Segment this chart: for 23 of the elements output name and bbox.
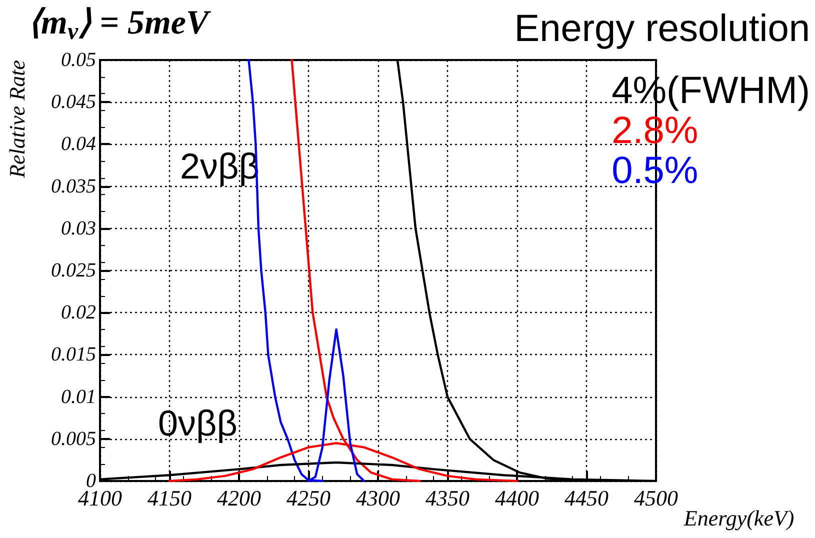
y-tick-label: 0.045 [51, 91, 96, 114]
y-tick-label: 0.005 [51, 428, 96, 450]
y-tick-label: 0.03 [61, 217, 96, 240]
annotation: 0νββ [158, 402, 238, 444]
x-tick-label: 4400 [495, 486, 539, 510]
y-tick-label: 0.035 [51, 175, 96, 198]
y-axis-title: Relative Rate [4, 60, 30, 179]
y-tick-label: 0.05 [61, 49, 96, 71]
x-tick-label: 4200 [217, 486, 261, 510]
x-tick-label: 4500 [634, 486, 678, 510]
y-tick-label: 0.04 [61, 133, 96, 156]
x-tick-label: 4250 [286, 486, 330, 510]
x-axis-title: Energy(keV) [682, 506, 794, 530]
legend-title: Energy resolution [514, 8, 810, 50]
x-tick-label: 4450 [564, 486, 608, 510]
x-tick-label: 4300 [356, 486, 400, 510]
x-tick-label: 4350 [426, 486, 470, 510]
y-tick-label: 0.02 [61, 302, 96, 324]
y-tick-label: 0.01 [61, 386, 96, 408]
y-tick-label: 0 [86, 470, 96, 492]
y-tick-label: 0.025 [51, 260, 96, 282]
x-tick-label: 4150 [148, 486, 192, 510]
y-tick-label: 0.015 [51, 344, 96, 366]
